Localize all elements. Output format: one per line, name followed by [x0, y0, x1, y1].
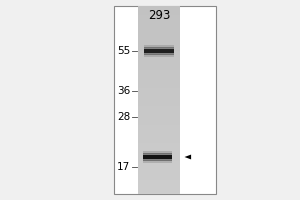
Bar	[144, 49, 174, 53]
Bar	[143, 155, 172, 159]
Text: 17: 17	[117, 162, 130, 172]
Polygon shape	[184, 155, 191, 159]
Text: 28: 28	[117, 112, 130, 122]
Bar	[143, 153, 172, 156]
Bar	[143, 160, 172, 163]
Bar	[144, 52, 174, 55]
Bar	[144, 47, 174, 50]
Bar	[144, 45, 174, 48]
Text: 293: 293	[148, 9, 170, 22]
Bar	[143, 151, 172, 154]
Bar	[144, 54, 174, 57]
Bar	[114, 6, 216, 194]
Bar	[143, 158, 172, 161]
Text: 55: 55	[117, 46, 130, 56]
Text: 36: 36	[117, 86, 130, 96]
